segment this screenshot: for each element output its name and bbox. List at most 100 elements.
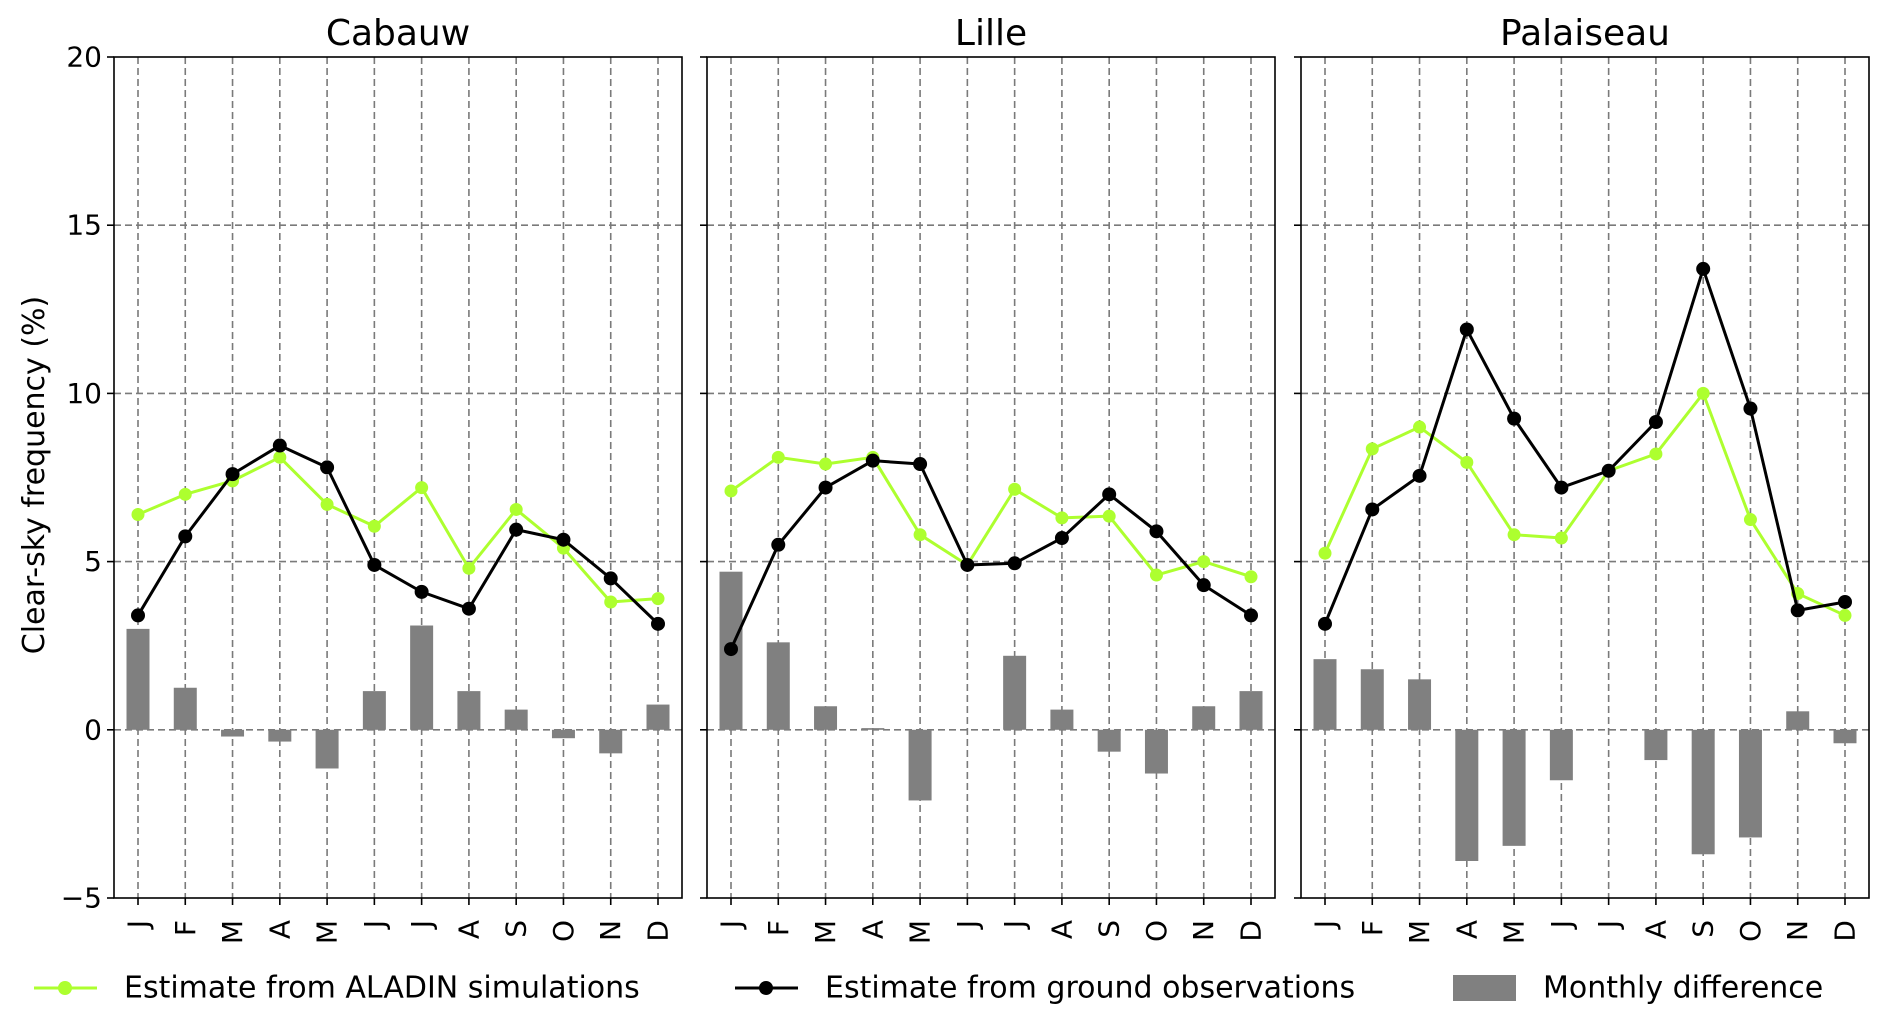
difference-bar (861, 728, 885, 730)
x-tick-label: S (1093, 920, 1126, 938)
difference-bar (1097, 729, 1121, 752)
difference-bar (1455, 729, 1479, 861)
ground-point (414, 584, 429, 599)
ground-point (1507, 411, 1522, 426)
legend-label: Estimate from ground observations (825, 971, 1355, 1006)
difference-bar (1050, 709, 1074, 730)
ground-point (272, 438, 287, 453)
difference-bar (268, 729, 292, 742)
difference-bar (173, 687, 197, 730)
x-tick-label: M (1498, 920, 1531, 944)
ground-point (1696, 261, 1711, 276)
x-tick-label: J (951, 920, 984, 930)
difference-bar (1360, 669, 1384, 730)
ground-point (1412, 468, 1427, 483)
legend-item-ground: Estimate from ground observations (735, 971, 1355, 1006)
difference-bars (126, 625, 670, 769)
ground-point (225, 467, 240, 482)
aladin-point (771, 450, 785, 464)
difference-bar (646, 704, 670, 730)
ground-point (724, 642, 738, 657)
panel-frame (1300, 56, 1870, 899)
ground-point (651, 616, 665, 631)
ground-point (1007, 556, 1022, 571)
ground-point (1838, 594, 1852, 609)
ground-point (1196, 578, 1211, 593)
aladin-point (1102, 509, 1116, 523)
legend-swatch-marker (58, 981, 72, 995)
ground-point (509, 522, 524, 537)
x-tick-label: F (169, 920, 202, 936)
y-axis (1294, 56, 1301, 899)
aladin-point (415, 481, 429, 495)
x-tick-label: F (762, 920, 795, 936)
difference-bar (1644, 729, 1668, 761)
aladin-point (913, 528, 927, 542)
x-tick-label: N (1781, 920, 1814, 941)
x-tick-label: F (1356, 920, 1389, 936)
legend-swatch-marker (759, 981, 773, 995)
difference-bar (599, 729, 623, 754)
x-tick-label: A (856, 920, 889, 939)
aladin-point (1554, 531, 1568, 545)
grid (707, 57, 1275, 898)
grid (1301, 57, 1869, 898)
difference-bar (766, 642, 790, 730)
ground-point (960, 557, 975, 572)
panel-title: Lille (955, 13, 1027, 54)
aladin-point (273, 450, 287, 464)
aladin-point (1649, 447, 1663, 461)
ground-series (1318, 261, 1852, 631)
ground-point (1554, 480, 1569, 495)
x-tick-label: N (1187, 920, 1220, 941)
aladin-point (462, 561, 476, 575)
ground-point (1365, 502, 1380, 517)
x-tick-label: D (1829, 920, 1862, 942)
ground-point (1648, 414, 1663, 429)
legend: Estimate from ALADIN simulations Estimate… (34, 971, 1823, 1006)
difference-bar (814, 706, 838, 730)
x-tick-label: M (311, 920, 344, 944)
x-tick-label: J (1309, 920, 1342, 930)
aladin-point (1055, 511, 1069, 525)
legend-item-aladin: Estimate from ALADIN simulations (34, 971, 640, 1006)
aladin-line (1323, 391, 1846, 617)
y-axis: −5 0 5 10 15 20 (61, 41, 114, 915)
aladin-point (1507, 528, 1521, 542)
ground-point (1318, 616, 1332, 631)
legend-item-difference: Monthly difference (1453, 971, 1823, 1006)
difference-bars (1313, 659, 1857, 861)
x-tick-label: S (500, 920, 533, 938)
x-tick-label: J (1592, 920, 1625, 930)
difference-bar (1691, 729, 1715, 855)
aladin-point (819, 457, 833, 471)
ground-line (136, 444, 660, 625)
y-tick-label: 20 (66, 41, 102, 74)
x-tick-label: J (405, 920, 438, 930)
x-tick-label: A (1045, 920, 1078, 939)
aladin-point (1244, 570, 1258, 584)
difference-bar (1502, 729, 1526, 846)
x-tick-label: J (122, 920, 155, 930)
ground-series (724, 453, 1258, 657)
difference-bar (908, 729, 932, 801)
ground-point (865, 453, 880, 468)
ground-point (178, 529, 193, 544)
x-tick-label: M (904, 920, 937, 944)
aladin-point (367, 519, 381, 533)
difference-bar (1833, 729, 1857, 744)
aladin-point (1743, 513, 1757, 527)
ground-point (556, 532, 571, 547)
x-tick-label: J (1545, 920, 1578, 930)
x-tick-label: S (1687, 920, 1720, 938)
x-tick-label: A (452, 920, 485, 939)
x-tick-label: M (1403, 920, 1436, 944)
grid (114, 57, 682, 898)
difference-bar (315, 729, 339, 769)
difference-bar (410, 625, 434, 730)
